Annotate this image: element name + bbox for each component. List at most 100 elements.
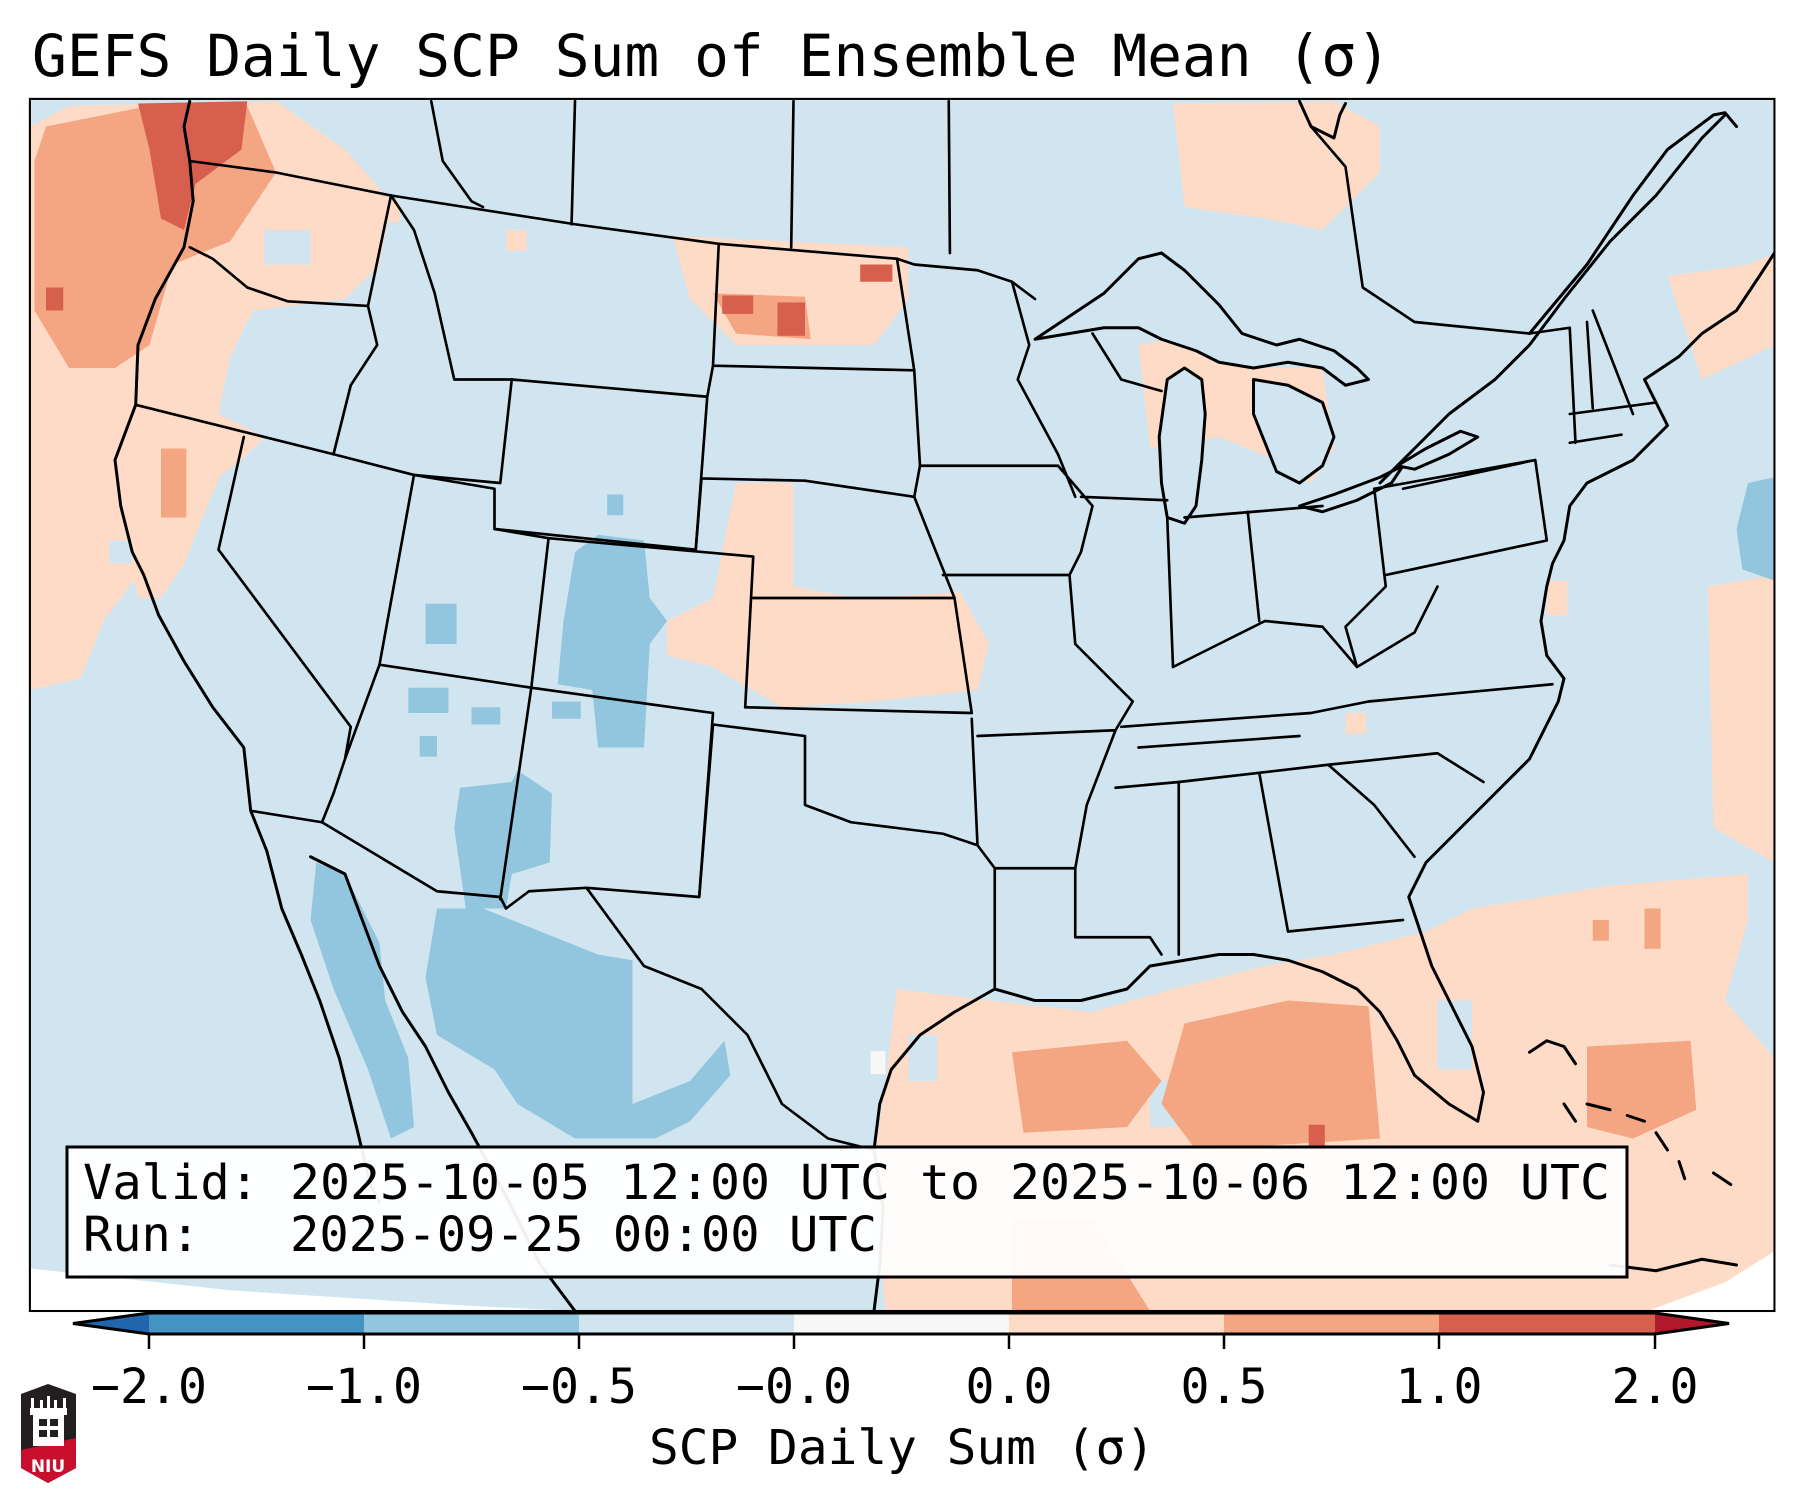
run-value: 2025-09-25 00:00 UTC bbox=[290, 1207, 877, 1263]
anomaly-patch-gulf-west bbox=[1012, 1040, 1162, 1133]
border-ohio-valley bbox=[1165, 487, 1439, 669]
niu-logo: NIU bbox=[21, 1384, 76, 1483]
anomaly-cell bbox=[419, 736, 437, 757]
anomaly-cell bbox=[408, 687, 449, 713]
lake-erie bbox=[1298, 464, 1405, 514]
anomaly-patch-quebec bbox=[1173, 101, 1380, 230]
border-mid-south bbox=[976, 682, 1554, 956]
colorbar-tick-label: −0.5 bbox=[521, 1359, 637, 1415]
anomaly-cell bbox=[425, 603, 457, 644]
colorbar-tick-label: 2.0 bbox=[1612, 1359, 1699, 1415]
info-box-background bbox=[65, 1145, 1629, 1279]
anomaly-cell bbox=[109, 540, 133, 564]
logo-shield-bottom bbox=[21, 1438, 76, 1483]
run-label: Run: bbox=[83, 1207, 200, 1263]
logo-tower-icon bbox=[30, 1396, 67, 1446]
anomaly-cell bbox=[552, 701, 581, 719]
colorbar-tick-label: 1.0 bbox=[1396, 1359, 1483, 1415]
border-northeast bbox=[1372, 309, 1658, 577]
colorbar-segment bbox=[794, 1313, 1009, 1334]
anomaly-patch-northern-mexico bbox=[425, 908, 731, 1139]
anomaly-patch-bahamas bbox=[1587, 1040, 1697, 1139]
colorbar-tick-label: −2.0 bbox=[91, 1359, 207, 1415]
map-frame bbox=[28, 97, 1776, 1313]
anomaly-cell bbox=[860, 264, 893, 282]
map-panel bbox=[28, 97, 1776, 1313]
colorbar-tick-label: −0.0 bbox=[736, 1359, 852, 1415]
colorbar-tick-label: 0.0 bbox=[966, 1359, 1053, 1415]
colorbar: −2.0 −1.0 −0.5 −0.0 0.0 0.5 1.0 2.0 SCP … bbox=[72, 1311, 1730, 1476]
border-northern-plains bbox=[694, 242, 922, 552]
outside-projection bbox=[29, 1251, 1775, 1311]
anomaly-cell bbox=[161, 448, 187, 518]
valid-label: Valid: bbox=[83, 1155, 259, 1211]
anomaly-patch-gulf-of-california bbox=[310, 862, 414, 1139]
colorbar-segment bbox=[1439, 1313, 1655, 1334]
coastlines bbox=[113, 99, 1775, 1311]
valid-value: 2025-10-05 12:00 UTC to 2025-10-06 12:00… bbox=[290, 1155, 1610, 1211]
colorbar-segment bbox=[149, 1313, 364, 1334]
border-intermountain-west bbox=[217, 194, 514, 824]
great-lakes bbox=[1033, 251, 1480, 525]
lake-michigan bbox=[1157, 366, 1207, 525]
colorbar-segment bbox=[1009, 1313, 1224, 1334]
anomaly-cell bbox=[777, 302, 805, 336]
colorbar-ticks bbox=[147, 1334, 1657, 1349]
colorbar-label: SCP Daily Sum (σ) bbox=[649, 1420, 1155, 1476]
anomaly-cell bbox=[264, 230, 311, 265]
border-pacific-northwest bbox=[134, 194, 393, 456]
border-upper-midwest bbox=[918, 280, 1169, 703]
map-content bbox=[29, 98, 1775, 1311]
border-four-corners bbox=[378, 473, 715, 901]
anomaly-patch-puget-sound bbox=[138, 101, 248, 230]
anomaly-patch-gulf-central bbox=[1161, 1000, 1380, 1150]
lake-superior bbox=[1033, 251, 1370, 387]
chart-title: GEFS Daily SCP Sum of Ensemble Mean (σ) bbox=[32, 22, 1391, 90]
anomaly-cell bbox=[379, 201, 401, 222]
anomaly-cell bbox=[1644, 908, 1661, 949]
anomaly-cell bbox=[287, 333, 322, 391]
anomaly-patch-maritimes bbox=[1667, 253, 1775, 380]
colorbar-tick-labels: −2.0 −1.0 −0.5 −0.0 0.0 0.5 1.0 2.0 bbox=[91, 1359, 1699, 1415]
border-southeast bbox=[1257, 751, 1485, 933]
political-borders bbox=[134, 99, 1658, 1152]
logo-text: NIU bbox=[31, 1457, 65, 1477]
anomaly-patch-atlantic-negative bbox=[1736, 477, 1775, 581]
lake-huron bbox=[1252, 378, 1336, 485]
coastline-st-lawrence-north bbox=[1528, 111, 1738, 335]
anomaly-cell-neutral bbox=[870, 1051, 886, 1075]
anomaly-medium-positive bbox=[34, 105, 1697, 1311]
colorbar-segment bbox=[579, 1313, 794, 1334]
coastline-florida-keys bbox=[1528, 1039, 1577, 1123]
border-us-canada bbox=[188, 159, 1037, 301]
colorbar-segment bbox=[364, 1313, 579, 1334]
outside-projection-southwest bbox=[29, 1268, 575, 1311]
coastline-hudson-bay bbox=[1298, 99, 1347, 140]
anomaly-patch-colorado bbox=[557, 534, 667, 748]
anomaly-cell bbox=[1308, 1124, 1325, 1150]
anomaly-patch-atlantic-east bbox=[1707, 575, 1775, 863]
coastline-gulf-atlantic bbox=[872, 251, 1775, 1311]
colorbar-segment bbox=[1224, 1313, 1439, 1334]
coastline-pacific bbox=[113, 99, 381, 1204]
border-central-plains bbox=[697, 495, 997, 991]
anomaly-cell bbox=[1345, 713, 1367, 734]
anomaly-patch-arizona-newmexico bbox=[454, 770, 552, 909]
coastline-bahamas bbox=[1585, 1102, 1733, 1186]
colorbar-tick-label: −1.0 bbox=[306, 1359, 422, 1415]
anomaly-patch-washington-coast bbox=[34, 105, 276, 369]
anomaly-cell bbox=[506, 230, 527, 251]
coastline-st-lawrence-south bbox=[1378, 113, 1727, 485]
colorbar-extend-low bbox=[73, 1313, 149, 1334]
coastline-cuba bbox=[1608, 1257, 1738, 1273]
info-box: Valid: 2025-10-05 12:00 UTC to 2025-10-0… bbox=[65, 1145, 1629, 1279]
outside-projection-southeast bbox=[1647, 1251, 1775, 1311]
anomaly-cell bbox=[722, 295, 754, 314]
lake-ontario bbox=[1395, 429, 1480, 471]
logo-windows bbox=[39, 1419, 58, 1437]
colorbar-tick-label: 0.5 bbox=[1181, 1359, 1268, 1415]
anomaly-cell bbox=[46, 287, 64, 311]
border-canada-provinces bbox=[429, 99, 1531, 335]
anomaly-cell bbox=[1592, 920, 1609, 941]
